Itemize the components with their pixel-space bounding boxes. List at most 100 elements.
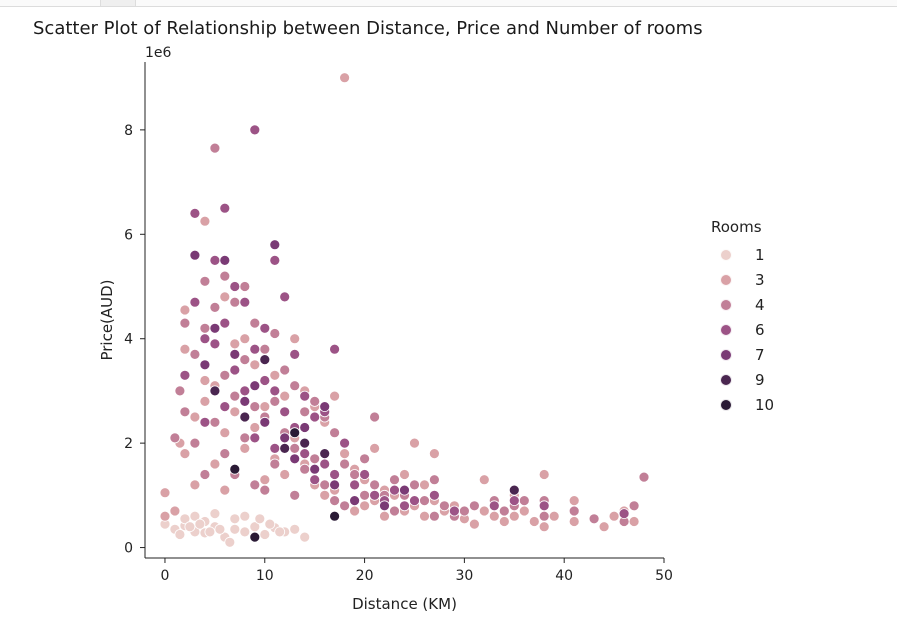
scatter-point-rooms-9 — [259, 354, 271, 366]
scatter-point-rooms-1 — [289, 523, 301, 535]
scatter-point-rooms-6 — [309, 411, 321, 423]
scatter-point-rooms-1 — [239, 526, 251, 538]
scatter-point-rooms-3 — [628, 516, 640, 527]
y-tick-label: 6 — [124, 227, 133, 243]
scatter-point-rooms-6 — [179, 369, 191, 381]
scatter-point-rooms-6 — [508, 495, 520, 507]
scatter-point-rooms-4 — [309, 453, 321, 465]
scatter-point-rooms-9 — [239, 411, 251, 423]
scatter-point-rooms-6 — [299, 390, 311, 402]
scatter-point-rooms-6 — [289, 348, 301, 360]
scatter-point-rooms-4 — [239, 432, 251, 444]
scatter-point-rooms-4 — [458, 505, 470, 517]
scatter-point-rooms-3 — [528, 516, 540, 527]
scatter-point-rooms-6 — [329, 469, 341, 480]
scatter-point-rooms-3 — [349, 505, 361, 517]
scatter-point-rooms-6 — [239, 296, 251, 308]
scatter-point-rooms-4 — [259, 343, 271, 355]
scatter-point-rooms-1 — [259, 529, 271, 540]
scatter-point-rooms-3 — [219, 484, 231, 496]
legend-marker — [720, 348, 732, 361]
y-ticks: 0 2 4 6 8 — [124, 123, 145, 557]
scatter-point-rooms-3 — [409, 437, 420, 449]
scatter-point-rooms-4 — [189, 348, 201, 360]
scatter-point-rooms-3 — [179, 448, 191, 460]
legend: Rooms 1 3 4 6 7 9 10 — [711, 218, 774, 417]
scatter-point-rooms-6 — [269, 442, 281, 454]
chart-title: Scatter Plot of Relationship between Dis… — [33, 18, 703, 39]
scatter-point-rooms-7 — [299, 422, 311, 433]
legend-title: Rooms — [711, 218, 762, 236]
scatter-point-rooms-3 — [239, 442, 251, 454]
x-tick-label: 20 — [356, 568, 374, 584]
scatter-point-rooms-9 — [279, 442, 291, 454]
scatter-point-rooms-3 — [259, 401, 271, 413]
x-tick-label: 10 — [256, 568, 274, 584]
scatter-point-rooms-4 — [349, 469, 361, 480]
scatter-point-rooms-3 — [239, 333, 251, 345]
scatter-point-rooms-3 — [199, 215, 211, 227]
scatter-point-rooms-3 — [598, 521, 610, 533]
scatter-point-rooms-1 — [229, 523, 241, 535]
scatter-point-rooms-3 — [179, 304, 191, 316]
scatter-point-rooms-4 — [209, 142, 221, 154]
scatter-point-rooms-3 — [538, 469, 550, 480]
scatter-point-rooms-3 — [189, 479, 201, 491]
scatter-point-rooms-3 — [219, 291, 231, 303]
toolbar-tab[interactable] — [100, 0, 136, 6]
scatter-point-rooms-4 — [199, 322, 211, 334]
scatter-point-rooms-4 — [419, 495, 430, 507]
scatter-point-rooms-4 — [359, 453, 371, 465]
scatter-point-rooms-1 — [264, 518, 276, 530]
scatter-point-rooms-4 — [468, 500, 480, 512]
scatter-point-rooms-4 — [638, 471, 650, 483]
scatter-point-rooms-1 — [254, 513, 266, 525]
legend-entry: 9 — [711, 367, 774, 392]
scatter-point-rooms-6 — [279, 406, 291, 418]
scatter-point-rooms-4 — [174, 385, 186, 397]
scatter-point-rooms-3 — [279, 469, 291, 480]
scatter-point-rooms-9 — [299, 437, 311, 449]
scatter-point-rooms-4 — [329, 427, 341, 439]
scatter-point-rooms-1 — [194, 518, 206, 530]
legend-label: 7 — [755, 345, 765, 364]
scatter-point-rooms-6 — [538, 500, 550, 512]
scatter-point-rooms-3 — [339, 72, 351, 84]
scatter-point-rooms-4 — [219, 270, 231, 282]
scatter-point-rooms-3 — [498, 516, 510, 527]
scatter-point-rooms-7 — [189, 249, 201, 261]
scatter-point-rooms-3 — [488, 510, 500, 522]
scatter-point-rooms-4 — [279, 364, 291, 376]
scatter-point-rooms-7 — [329, 479, 341, 491]
scatter-point-rooms-3 — [538, 521, 550, 533]
scatter-point-rooms-3 — [269, 369, 281, 381]
scatter-point-rooms-4 — [359, 489, 371, 501]
scatter-point-rooms-4 — [179, 406, 191, 418]
scatter-point-rooms-3 — [249, 359, 261, 371]
scatter-point-rooms-10 — [249, 531, 261, 543]
scatter-point-rooms-4 — [249, 401, 261, 413]
scatter-point-rooms-1 — [174, 529, 186, 540]
scatter-point-rooms-4 — [498, 505, 510, 517]
scatter-point-rooms-4 — [299, 463, 311, 475]
legend-marker — [720, 248, 732, 261]
scatter-point-rooms-6 — [209, 254, 221, 266]
scatter-point-rooms-4 — [249, 479, 261, 491]
scatter-point-rooms-4 — [299, 406, 311, 418]
scatter-point-rooms-1 — [184, 521, 196, 533]
scatter-point-rooms-6 — [309, 474, 321, 486]
scatter-point-rooms-4 — [269, 395, 281, 407]
scatter-point-rooms-3 — [289, 333, 301, 345]
scatter-point-rooms-3 — [219, 427, 231, 439]
scatter-point-rooms-4 — [339, 458, 351, 470]
scatter-point-rooms-4 — [269, 458, 281, 470]
scatter-point-rooms-3 — [419, 510, 430, 522]
scatter-point-rooms-9 — [209, 385, 221, 397]
scatter-point-rooms-3 — [468, 518, 480, 530]
scatter-point-rooms-1 — [229, 513, 241, 525]
scatter-point-rooms-3 — [399, 469, 410, 480]
legend-marker — [720, 398, 732, 411]
scatter-point-rooms-4 — [369, 411, 381, 423]
scatter-point-rooms-6 — [199, 416, 211, 428]
